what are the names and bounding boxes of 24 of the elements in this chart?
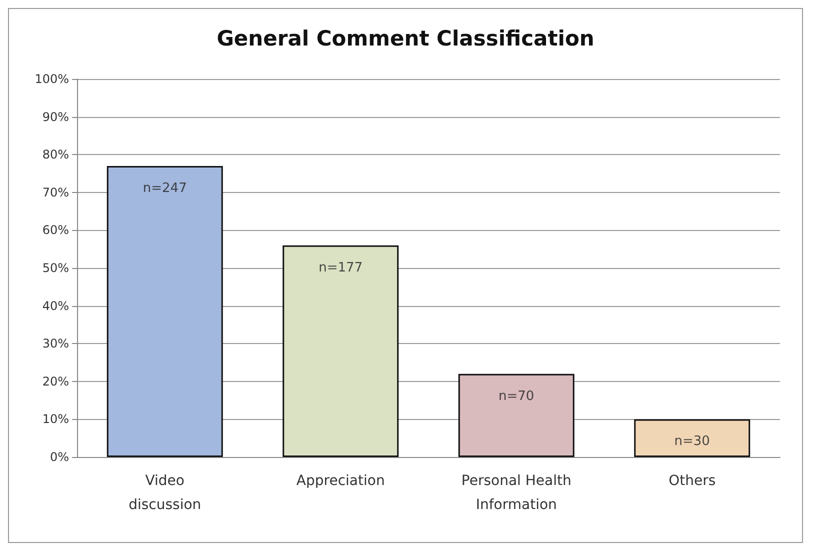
y-tick-label: 60% bbox=[42, 223, 69, 238]
bar bbox=[458, 374, 574, 457]
y-tick-label: 90% bbox=[42, 110, 69, 124]
y-tick-label: 70% bbox=[42, 185, 69, 200]
y-tick-label: 0% bbox=[50, 450, 69, 464]
y-tick-label: 10% bbox=[42, 412, 69, 426]
y-tick-label: 50% bbox=[42, 261, 69, 275]
annotation: n=177 bbox=[318, 260, 363, 276]
y-tick-label: 20% bbox=[42, 374, 69, 388]
bar bbox=[106, 166, 223, 457]
y-tick-label: 40% bbox=[42, 298, 69, 313]
y-tick-label: 30% bbox=[42, 336, 69, 351]
x-tick-label: Video discussion bbox=[128, 473, 202, 513]
x-tick-label: Others bbox=[668, 473, 716, 489]
bar bbox=[634, 419, 750, 457]
y-tick-label: 80% bbox=[42, 148, 69, 162]
annotation: n=70 bbox=[498, 388, 534, 404]
chart-title: General Comment Classification bbox=[216, 26, 594, 50]
x-tick-label: Personal Health Information bbox=[461, 473, 572, 513]
bar bbox=[282, 245, 399, 457]
annotation: n=30 bbox=[674, 434, 710, 450]
annotation: n=247 bbox=[142, 180, 187, 196]
y-tick-label: 100% bbox=[34, 72, 69, 86]
x-tick-label: Appreciation bbox=[296, 473, 385, 489]
